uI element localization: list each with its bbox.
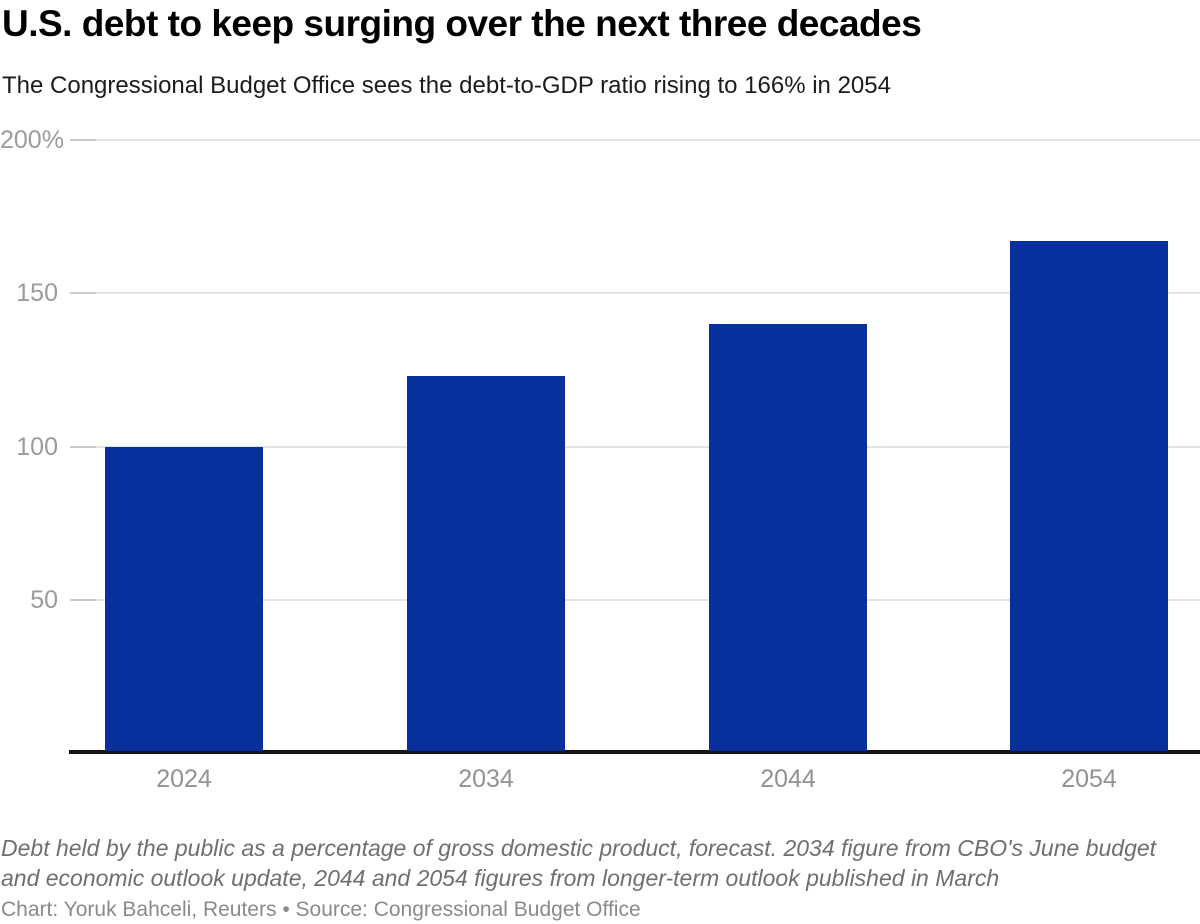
bar-2054 bbox=[1010, 241, 1168, 751]
x-axis-baseline bbox=[69, 750, 1200, 754]
bar-2034 bbox=[407, 376, 565, 751]
x-axis-label-2054: 2054 bbox=[1061, 765, 1117, 793]
y-axis-tick-label-50: 50 bbox=[30, 586, 58, 614]
bar-2024 bbox=[105, 447, 263, 751]
footnote: Debt held by the public as a percentage … bbox=[1, 833, 1200, 893]
footnote-line-1: Debt held by the public as a percentage … bbox=[1, 835, 1157, 861]
x-axis-label-2024: 2024 bbox=[156, 765, 212, 793]
x-axis-label-2044: 2044 bbox=[760, 765, 816, 793]
chart-title: U.S. debt to keep surging over the next … bbox=[2, 3, 922, 44]
gridline-200 bbox=[70, 138, 1200, 141]
gridline-100 bbox=[70, 445, 1200, 448]
footnote-line-2: and economic outlook update, 2044 and 20… bbox=[1, 865, 1000, 891]
chart-subtitle: The Congressional Budget Office sees the… bbox=[2, 72, 891, 99]
bar-2044 bbox=[709, 324, 867, 751]
y-tick-mark-200 bbox=[70, 138, 96, 141]
y-axis-tick-label-150: 150 bbox=[16, 279, 58, 307]
y-axis-tick-label-100: 100 bbox=[16, 432, 58, 461]
y-tick-mark-50 bbox=[70, 599, 96, 601]
x-axis-label-2034: 2034 bbox=[458, 765, 514, 793]
gridline-50 bbox=[70, 599, 1200, 601]
y-tick-mark-150 bbox=[70, 292, 96, 294]
y-axis-tick-label-200: 200% bbox=[0, 125, 64, 154]
gridline-150 bbox=[70, 292, 1200, 294]
y-tick-mark-100 bbox=[70, 445, 96, 448]
credit-line: Chart: Yoruk Bahceli, Reuters • Source: … bbox=[1, 898, 641, 921]
